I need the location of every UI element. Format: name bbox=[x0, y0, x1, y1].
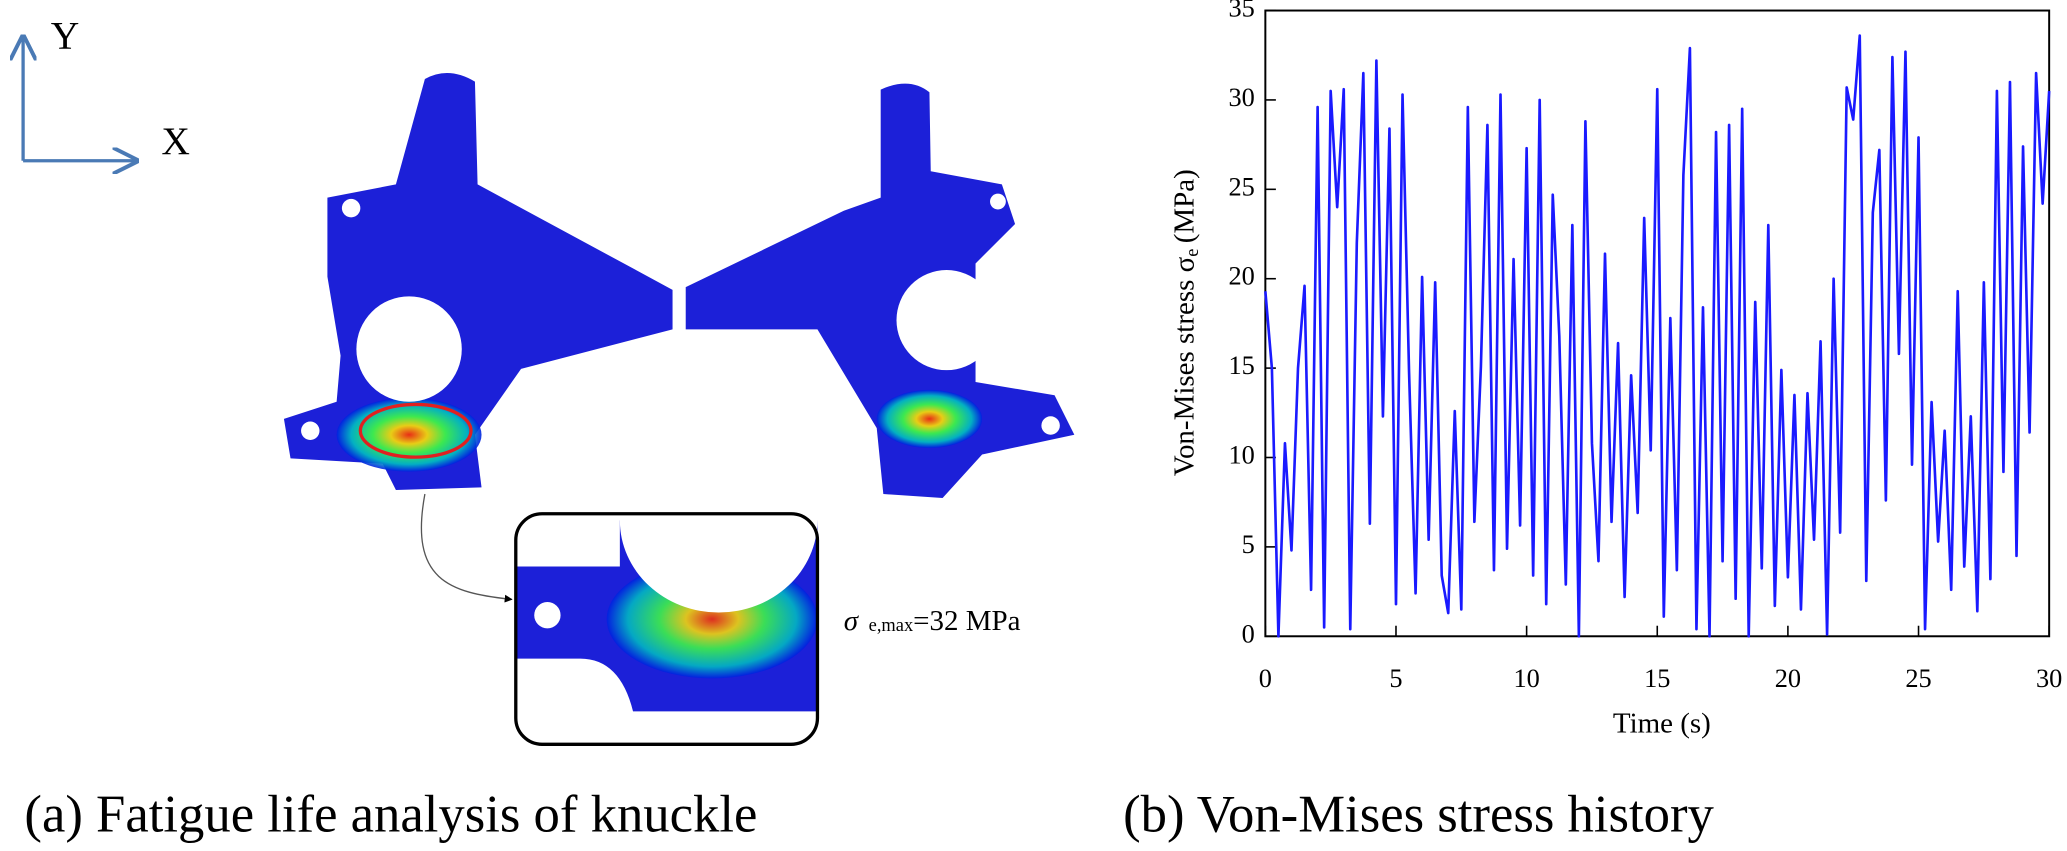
y-axis-label: Von-Mises stress σe (MPa) bbox=[1168, 169, 1202, 476]
annotation-subscript: e,max bbox=[869, 615, 914, 635]
x-tick-label: 10 bbox=[1513, 664, 1539, 693]
x-axis-icon-label: X bbox=[161, 119, 190, 163]
y-tick-label: 15 bbox=[1228, 351, 1254, 380]
data-line bbox=[1264, 34, 2051, 638]
x-tick-label: 5 bbox=[1389, 664, 1402, 693]
knuckle-left bbox=[283, 73, 673, 491]
x-tick-label: 20 bbox=[1775, 664, 1801, 693]
y-tick-label: 10 bbox=[1228, 441, 1254, 470]
x-tick-label: 0 bbox=[1259, 664, 1272, 693]
y-tick-label: 30 bbox=[1228, 83, 1254, 112]
x-tick-label: 15 bbox=[1644, 664, 1670, 693]
y-axis-label-sub: e bbox=[1182, 249, 1202, 257]
annotation-text: =32 MPa bbox=[913, 605, 1020, 637]
y-tick-label: 25 bbox=[1228, 172, 1254, 201]
inset bbox=[514, 428, 820, 746]
y-axis-icon-label: Y bbox=[51, 14, 80, 58]
y-tick-label: 35 bbox=[1228, 0, 1254, 23]
y-tick-label: 5 bbox=[1242, 530, 1255, 559]
caption-a: (a) Fatigue life analysis of knuckle bbox=[24, 785, 757, 843]
knuckle-right bbox=[685, 83, 1075, 498]
chart: 0 5 10 15 20 25 30 35 0 5 10 15 20 25 30 bbox=[1228, 0, 2062, 693]
caption-b: (b) Von-Mises stress history bbox=[1123, 785, 1714, 843]
x-axis-label: Time (s) bbox=[1613, 708, 1711, 740]
annotation: σ e,max=32 MPa bbox=[844, 605, 1021, 637]
axes-icon bbox=[23, 37, 136, 161]
y-axis-label-unit: (MPa) bbox=[1168, 169, 1200, 243]
y-tick-label: 20 bbox=[1228, 262, 1254, 291]
y-axis-label-main: Von-Mises stress σ bbox=[1168, 256, 1200, 476]
annotation-symbol: σ bbox=[844, 605, 860, 637]
x-tick-label: 25 bbox=[1905, 664, 1931, 693]
x-tick-label: 30 bbox=[2036, 664, 2062, 693]
connector bbox=[420, 493, 513, 603]
y-tick-label: 0 bbox=[1242, 619, 1255, 648]
